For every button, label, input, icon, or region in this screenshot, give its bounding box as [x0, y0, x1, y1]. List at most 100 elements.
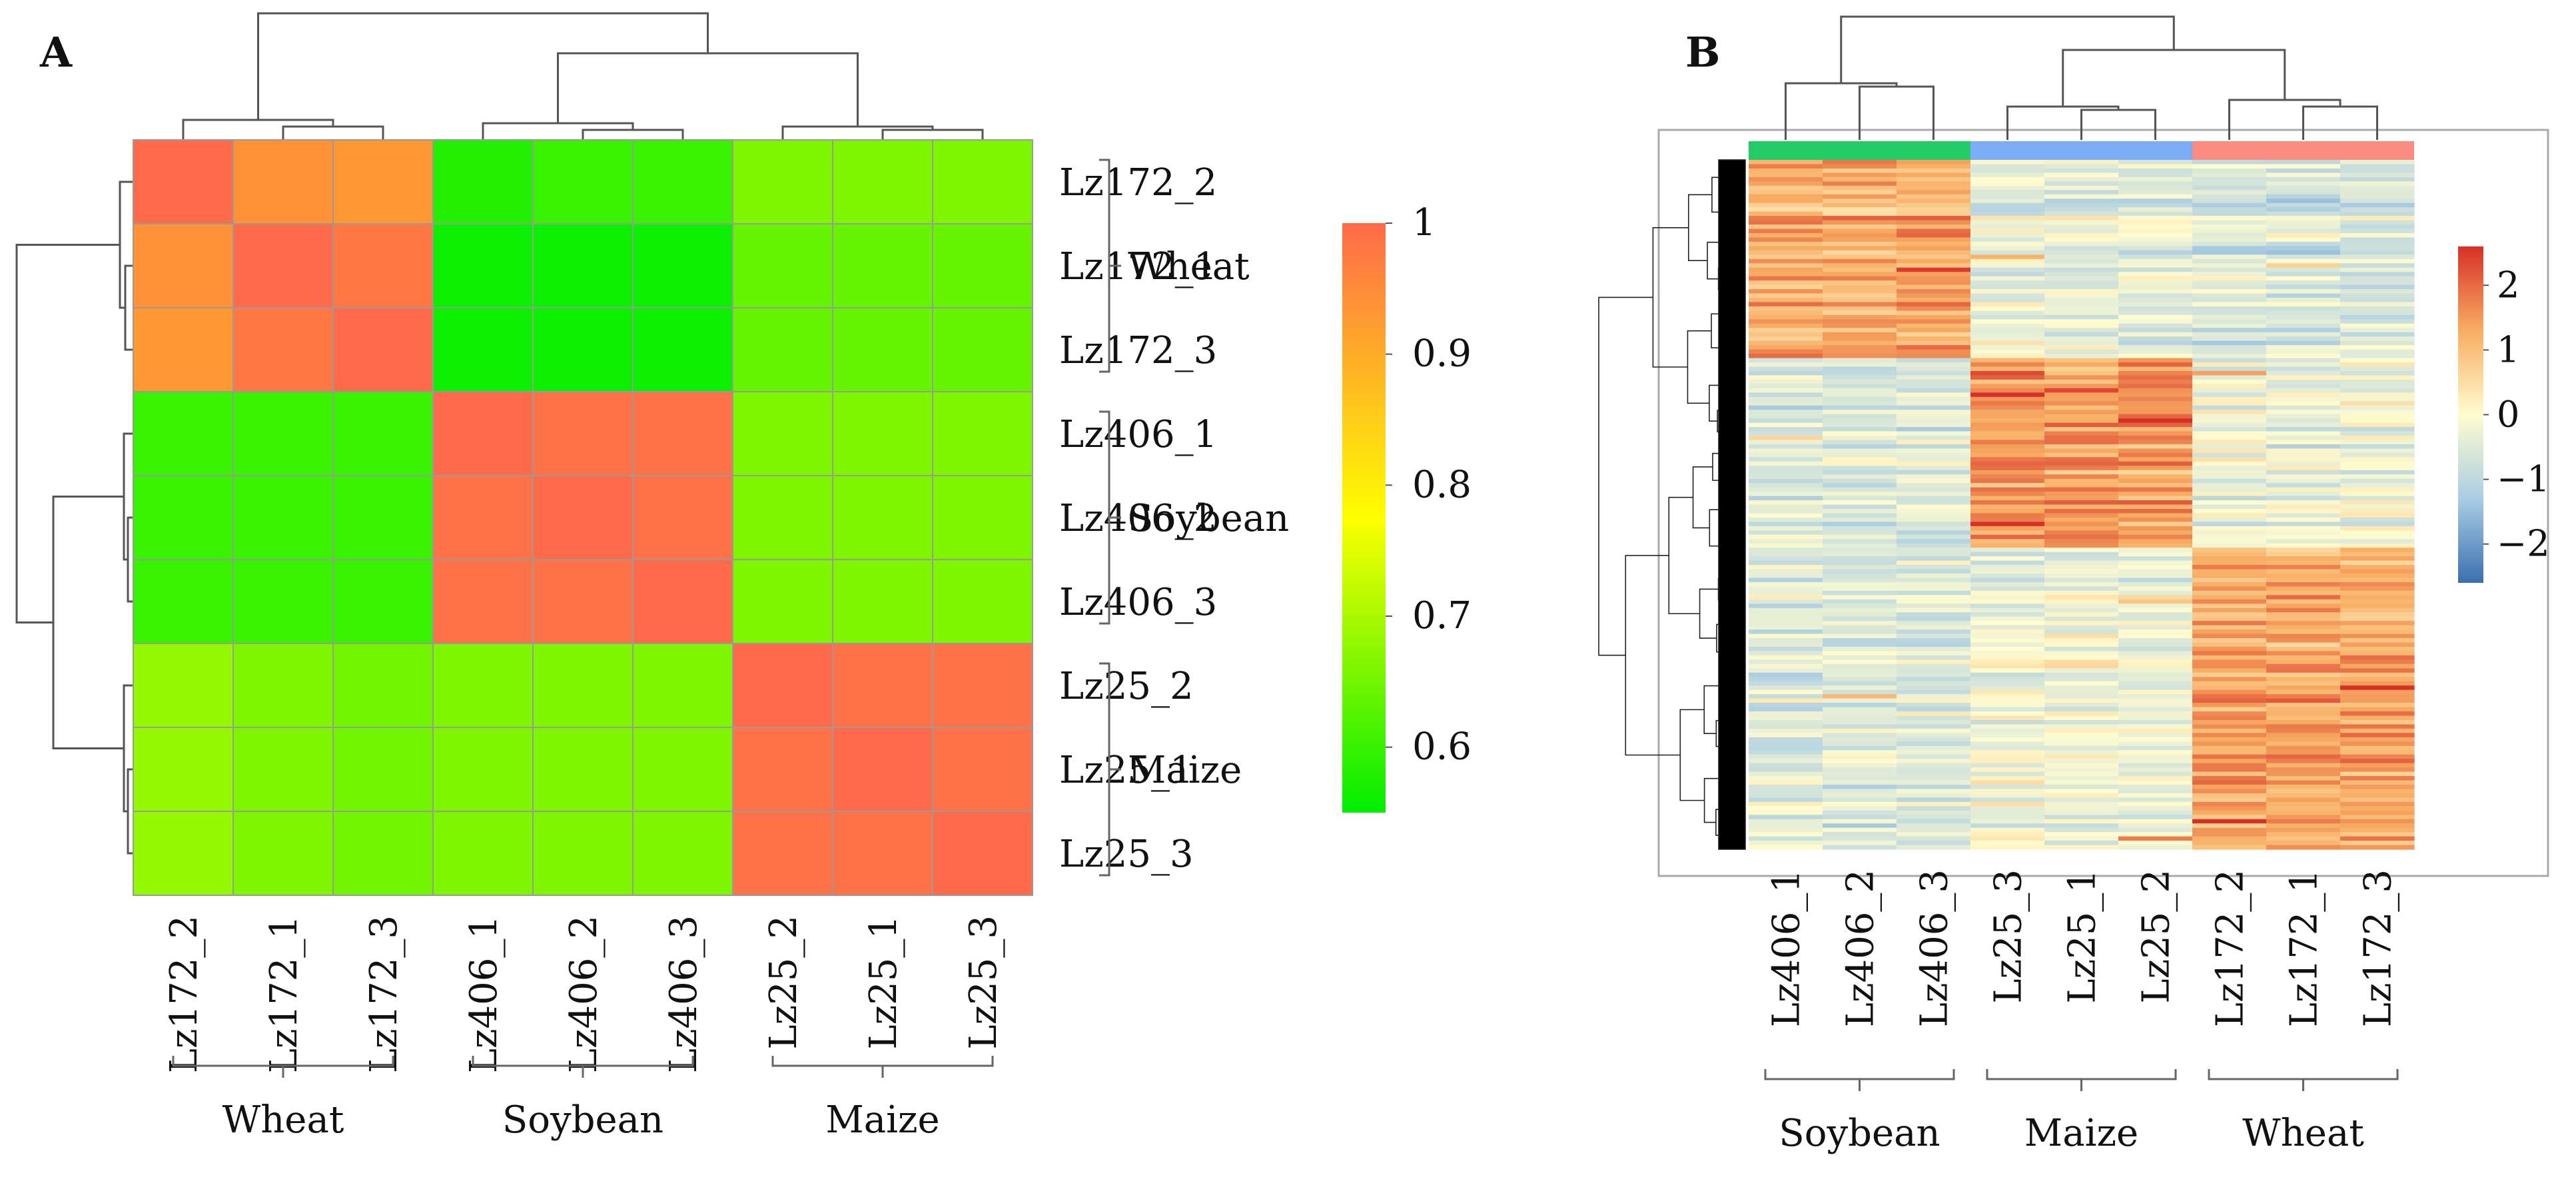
heatmap-cell: [2266, 508, 2341, 514]
heatmap-cell: [2266, 228, 2341, 234]
heatmap-cell: [1749, 621, 1823, 626]
heatmap-cell: [2340, 302, 2415, 307]
heatmap-cell: [2266, 526, 2341, 531]
heatmap-cell: [2044, 733, 2119, 738]
heatmap-cell: [2340, 625, 2415, 630]
heatmap-cell: [1970, 177, 2045, 182]
heatmap-cell: [2192, 483, 2267, 488]
heatmap-cell: [1749, 319, 1823, 324]
heatmap-cell: [1749, 207, 1823, 212]
heatmap-cell: [2044, 314, 2119, 320]
heatmap-cell: [2118, 427, 2193, 432]
heatmap-cell: [1823, 362, 1897, 368]
heatmap-cell: [2118, 349, 2193, 354]
heatmap-cell: [2340, 719, 2415, 725]
heatmap-cell: [1823, 448, 1897, 454]
heatmap-cell: [2118, 663, 2193, 669]
dendrogram-branch: [127, 516, 133, 603]
heatmap-cell: [1970, 418, 2045, 424]
heatmap-cell: [2340, 228, 2415, 234]
heatmap-cell: [1897, 448, 1971, 454]
heatmap-cell: [2340, 284, 2415, 290]
heatmap-cell: [1823, 578, 1897, 583]
panel-b-label: B: [1685, 28, 1720, 77]
heatmap-cell: [2044, 517, 2119, 522]
heatmap-cell: [1970, 827, 2045, 833]
heatmap-cell: [932, 223, 1033, 308]
heatmap-cell: [2044, 715, 2119, 721]
heatmap-cell: [2266, 185, 2341, 191]
heatmap-cell: [1823, 492, 1897, 497]
heatmap-cell: [1897, 199, 1971, 204]
heatmap-cell: [1970, 629, 2045, 635]
heatmap-cell: [1970, 164, 2045, 169]
heatmap-cell: [2044, 823, 2119, 829]
heatmap-cell: [2044, 332, 2119, 337]
heatmap-cell: [2044, 496, 2119, 501]
heatmap-cell: [2118, 801, 2193, 807]
heatmap-cell: [1897, 405, 1971, 410]
heatmap-cell: [1823, 457, 1897, 462]
heatmap-cell: [1897, 444, 1971, 450]
heatmap-cell: [2118, 513, 2193, 518]
heatmap-cell: [2044, 160, 2119, 165]
heatmap-cell: [1970, 202, 2045, 208]
heatmap-cell: [1749, 366, 1823, 372]
heatmap-cell: [1897, 565, 1971, 570]
row-group-bracket: [1099, 410, 1121, 625]
heatmap-cell: [2118, 633, 2193, 639]
heatmap-cell: [1897, 625, 1971, 630]
heatmap-cell: [2192, 478, 2267, 484]
heatmap-cell: [2118, 603, 2193, 609]
heatmap-cell: [1970, 388, 2045, 393]
heatmap-cell: [2192, 336, 2267, 342]
heatmap-cell: [1749, 724, 1823, 729]
heatmap-cell: [1897, 522, 1971, 527]
heatmap-cell: [2192, 801, 2267, 807]
heatmap-cell: [2118, 685, 2193, 691]
heatmap-cell: [2192, 228, 2267, 234]
heatmap-cell: [2044, 595, 2119, 600]
heatmap-cell: [432, 643, 534, 728]
heatmap-cell: [2266, 306, 2341, 312]
heatmap-cell: [1823, 332, 1897, 337]
legend-tick-label: 1: [1412, 201, 1436, 244]
heatmap-cell: [1749, 737, 1823, 742]
heatmap-cell: [2340, 707, 2415, 712]
heatmap-cell: [2118, 168, 2193, 174]
heatmap-cell: [2266, 224, 2341, 230]
heatmap-cell: [2340, 638, 2415, 643]
heatmap-cell: [1970, 345, 2045, 350]
heatmap-cell: [2266, 276, 2341, 281]
heatmap-cell: [2340, 246, 2415, 251]
heatmap-cell: [2192, 754, 2267, 759]
heatmap-cell: [1749, 362, 1823, 368]
heatmap-cell: [2266, 789, 2341, 794]
heatmap-cell: [2118, 470, 2193, 475]
heatmap-cell: [2340, 819, 2415, 824]
heatmap-cell: [2266, 574, 2341, 579]
heatmap-cell: [2118, 267, 2193, 272]
heatmap-cell: [2044, 422, 2119, 428]
heatmap-cell: [2044, 543, 2119, 548]
heatmap-cell: [2266, 599, 2341, 604]
heatmap-cell: [1823, 388, 1897, 393]
heatmap-cell: [1823, 663, 1897, 669]
heatmap-cell: [2192, 737, 2267, 742]
heatmap-cell: [632, 811, 733, 896]
heatmap-cell: [2340, 801, 2415, 807]
heatmap-cell: [2192, 328, 2267, 333]
heatmap-cell: [1897, 345, 1971, 350]
heatmap-cell: [1749, 612, 1823, 617]
heatmap-cell: [2340, 293, 2415, 298]
heatmap-cell: [2044, 741, 2119, 747]
heatmap-cell: [1823, 806, 1897, 811]
heatmap-cell: [1823, 513, 1897, 518]
heatmap-cell: [2192, 452, 2267, 458]
panel-a-column-groups: Wheat Soybean Maize: [172, 1056, 994, 1142]
dendrogram-branch: [282, 125, 384, 140]
heatmap-cell: [532, 223, 634, 308]
heatmap-cell: [1897, 534, 1971, 540]
column-group-bracket: [2208, 1069, 2399, 1091]
heatmap-cell: [1823, 845, 1897, 850]
